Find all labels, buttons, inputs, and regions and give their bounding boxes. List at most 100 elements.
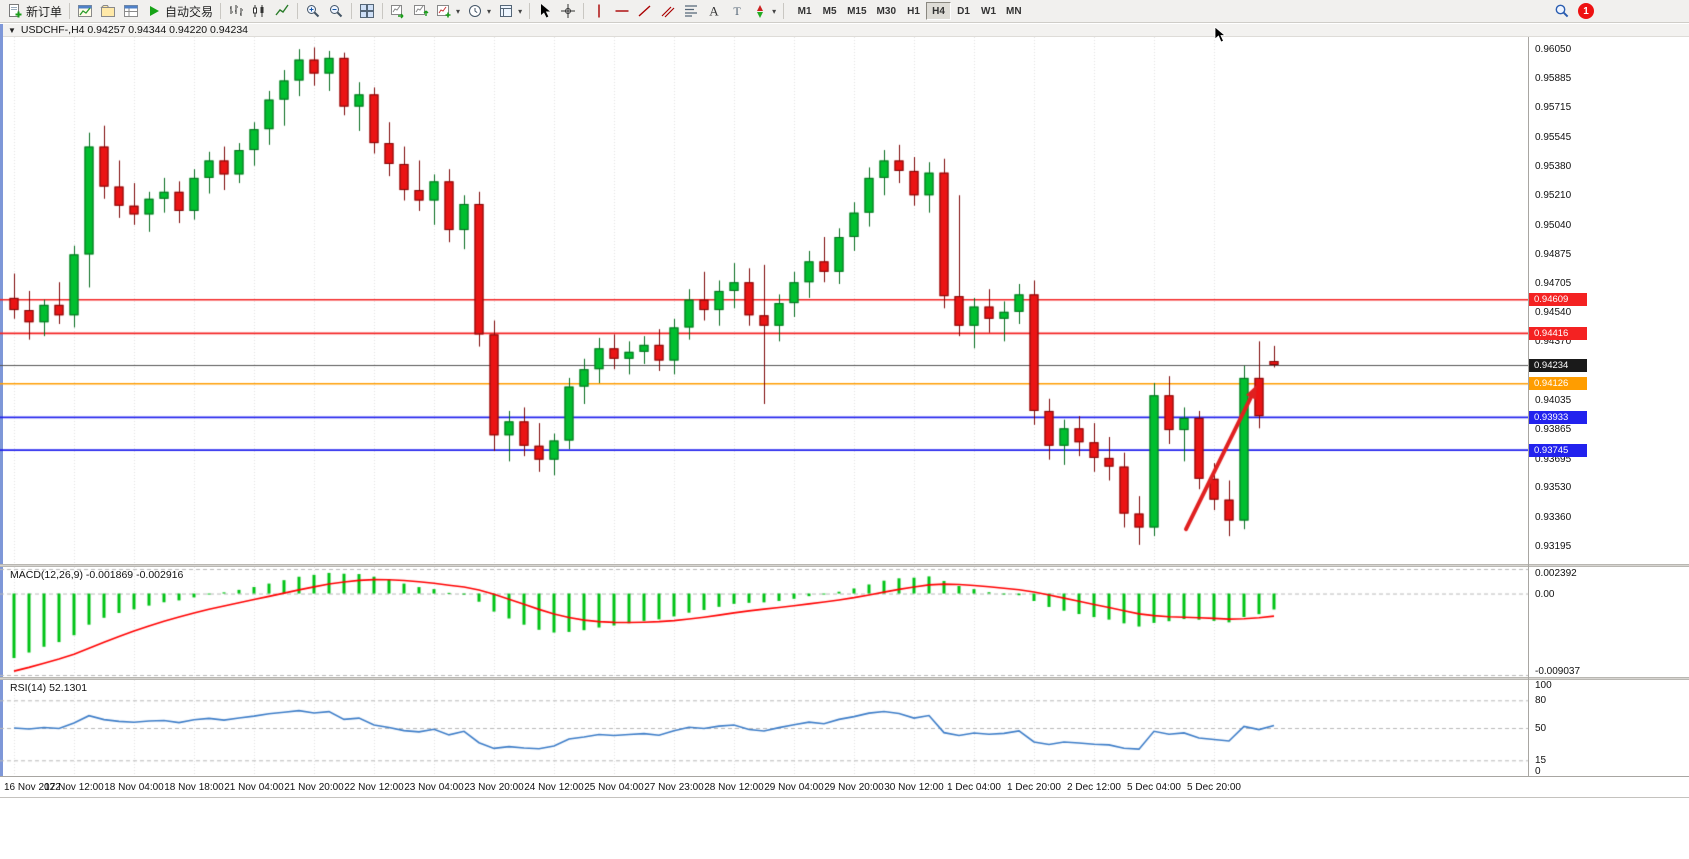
price-axis-label: 0.94035 [1535, 395, 1571, 406]
svg-text:T: T [733, 4, 741, 18]
candlestick-chart-button[interactable] [248, 1, 270, 21]
time-axis-label: 27 Nov 23:00 [644, 782, 704, 793]
periods-button[interactable]: ▾ [464, 1, 494, 21]
search-button[interactable] [1551, 1, 1573, 21]
price-axis-label: 0.93360 [1535, 512, 1571, 523]
price-axis[interactable]: 0.960500.958850.957150.955450.953800.952… [1529, 37, 1689, 564]
tile-windows-button[interactable] [356, 1, 378, 21]
price-axis-label: 0.94540 [1535, 307, 1571, 318]
chart-shift-button[interactable] [410, 1, 432, 21]
time-axis-label: 21 Nov 04:00 [224, 782, 284, 793]
channel-icon [660, 3, 676, 19]
toolbar-separator [297, 3, 298, 19]
data-window-button[interactable] [120, 1, 142, 21]
time-axis[interactable]: 16 Nov 202217 Nov 12:0018 Nov 04:0018 No… [0, 776, 1689, 797]
time-axis-label: 22 Nov 12:00 [344, 782, 404, 793]
bar-chart-icon [228, 3, 244, 19]
search-icon [1554, 3, 1570, 19]
profiles-button[interactable] [97, 1, 119, 21]
arrows-button[interactable]: ▾ [749, 1, 779, 21]
line-chart-icon [274, 3, 290, 19]
chevron-down-icon[interactable]: ▾ [487, 7, 491, 16]
time-axis-label: 5 Dec 20:00 [1187, 782, 1241, 793]
time-axis-label: 29 Nov 20:00 [824, 782, 884, 793]
zoom-in-button[interactable] [302, 1, 324, 21]
new-order-button[interactable]: 新订单 [4, 1, 65, 21]
periods-icon [467, 3, 483, 19]
autotrading-button[interactable]: 自动交易 [143, 1, 216, 21]
notification-badge[interactable]: 1 [1578, 3, 1594, 19]
price-axis-label: 0.95380 [1535, 161, 1571, 172]
time-axis-label: 1 Dec 04:00 [947, 782, 1001, 793]
price-axis-label: 0.94705 [1535, 278, 1571, 289]
time-axis-label: 30 Nov 12:00 [884, 782, 944, 793]
label-icon: T [729, 3, 745, 19]
rsi-axis-label: 50 [1535, 723, 1546, 734]
zoom-out-icon [328, 3, 344, 19]
toolbar-separator [382, 3, 383, 19]
chevron-down-icon[interactable]: ▾ [518, 7, 522, 16]
timeframe-m5[interactable]: M5 [817, 2, 842, 20]
new-chart-button[interactable] [74, 1, 96, 21]
chart-title: USDCHF-,H4 0.94257 0.94344 0.94220 0.942… [21, 24, 248, 36]
chevron-down-icon[interactable]: ▾ [456, 7, 460, 16]
toolbar-separator [69, 3, 70, 19]
price-axis-label: 0.96050 [1535, 44, 1571, 55]
text-button[interactable]: A [703, 1, 725, 21]
timeframe-w1[interactable]: W1 [976, 2, 1001, 20]
channel-button[interactable] [657, 1, 679, 21]
autotrading-button-label: 自动交易 [165, 3, 213, 20]
data-window-icon [123, 3, 139, 19]
label-button[interactable]: T [726, 1, 748, 21]
vertical-line-button[interactable] [588, 1, 610, 21]
time-axis-label: 1 Dec 20:00 [1007, 782, 1061, 793]
crosshair-button[interactable] [557, 1, 579, 21]
arrows-icon [752, 3, 768, 19]
bar-chart-button[interactable] [225, 1, 247, 21]
price-tag: 0.94126 [1529, 377, 1587, 390]
price-axis-label: 0.95715 [1535, 102, 1571, 113]
price-tag: 0.94416 [1529, 327, 1587, 340]
timeframe-h4[interactable]: H4 [926, 2, 951, 20]
price-tag: 0.94609 [1529, 293, 1587, 306]
trendline-button[interactable] [634, 1, 656, 21]
rsi-axis-label: 15 [1535, 755, 1546, 766]
price-axis-label: 0.93865 [1535, 424, 1571, 435]
auto-scroll-button[interactable] [387, 1, 409, 21]
chevron-down-icon[interactable]: ▾ [772, 7, 776, 16]
toolbar-separator [783, 3, 784, 19]
zoom-in-icon [305, 3, 321, 19]
timeframe-m1[interactable]: M1 [792, 2, 817, 20]
timeframe-h1[interactable]: H1 [901, 2, 926, 20]
indicators-icon [436, 3, 452, 19]
indicators-button[interactable]: ▾ [433, 1, 463, 21]
toolbar-separator [220, 3, 221, 19]
fibonacci-button[interactable] [680, 1, 702, 21]
rsi-axis[interactable]: 1008050150 [1529, 680, 1689, 776]
svg-text:A: A [709, 4, 719, 19]
zoom-out-button[interactable] [325, 1, 347, 21]
timeframe-mn[interactable]: MN [1001, 2, 1027, 20]
cursor-button[interactable] [534, 1, 556, 21]
macd-axis[interactable]: 0.0023920.00-0.009037 [1529, 567, 1689, 677]
timeframe-d1[interactable]: D1 [951, 2, 976, 20]
toolbar-separator [529, 3, 530, 19]
macd-axis-label: -0.009037 [1535, 666, 1580, 677]
autotrading-icon [146, 3, 162, 19]
collapse-icon[interactable]: ▼ [8, 26, 16, 35]
price-axis-label: 0.95885 [1535, 73, 1571, 84]
macd-label: MACD(12,26,9) -0.001869 -0.002916 [10, 569, 183, 581]
new-order-icon [7, 3, 23, 19]
price-chart[interactable] [0, 37, 1528, 564]
rsi-chart[interactable] [0, 680, 1528, 776]
timeframe-m15[interactable]: M15 [842, 2, 871, 20]
price-axis-label: 0.95210 [1535, 190, 1571, 201]
candlestick-chart-icon [251, 3, 267, 19]
timeframe-m30[interactable]: M30 [872, 2, 901, 20]
horizontal-line-button[interactable] [611, 1, 633, 21]
templates-button[interactable]: ▾ [495, 1, 525, 21]
line-chart-button[interactable] [271, 1, 293, 21]
trendline-icon [637, 3, 653, 19]
macd-chart[interactable] [0, 567, 1528, 677]
time-axis-label: 17 Nov 12:00 [44, 782, 104, 793]
